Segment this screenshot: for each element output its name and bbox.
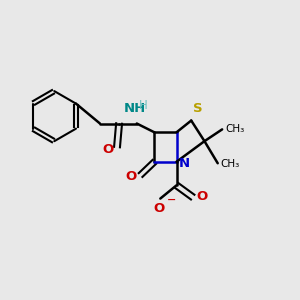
- Text: NH: NH: [124, 102, 146, 115]
- Text: S: S: [193, 102, 202, 115]
- Text: O: O: [102, 143, 113, 156]
- Text: O: O: [126, 170, 137, 183]
- Text: N: N: [179, 157, 190, 170]
- Text: H: H: [139, 99, 148, 112]
- Text: CH₃: CH₃: [221, 159, 240, 169]
- Text: O: O: [196, 190, 208, 203]
- Text: O: O: [153, 202, 164, 214]
- Text: CH₃: CH₃: [225, 124, 244, 134]
- Text: −: −: [167, 194, 176, 205]
